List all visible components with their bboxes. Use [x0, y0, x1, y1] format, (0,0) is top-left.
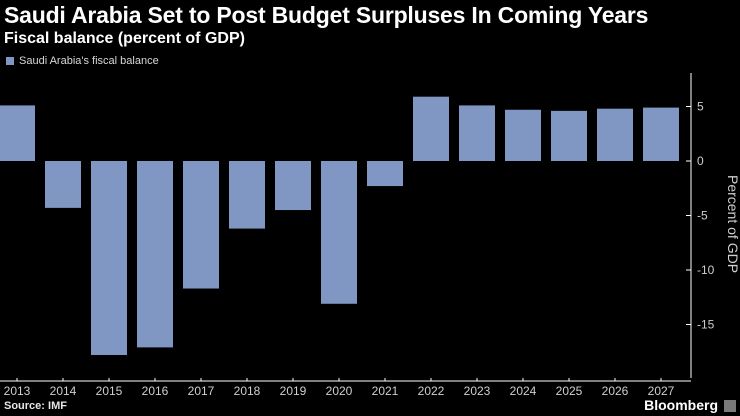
x-tick-label: 2024: [510, 384, 537, 398]
chart-subtitle: Fiscal balance (percent of GDP): [4, 30, 245, 47]
bar-2022: [413, 96, 449, 161]
y-tick-label: 0: [697, 154, 704, 168]
x-tick-label: 2018: [234, 384, 261, 398]
bar-2025: [551, 110, 587, 161]
x-tick-label: 2016: [142, 384, 169, 398]
bar-2015: [91, 161, 127, 356]
bar-2016: [137, 161, 173, 348]
y-tick-label: 5: [697, 100, 704, 114]
bar-2020: [321, 161, 357, 304]
bar-2019: [275, 161, 311, 211]
x-tick-label: 2014: [50, 384, 77, 398]
bar-2013: [0, 105, 35, 161]
bar-2023: [459, 105, 495, 161]
chart-title: Saudi Arabia Set to Post Budget Surpluse…: [4, 2, 649, 28]
x-tick-label: 2022: [418, 384, 445, 398]
x-tick-label: 2017: [188, 384, 215, 398]
bloomberg-logo: Bloomberg: [644, 397, 718, 413]
x-tick-label: 2013: [4, 384, 31, 398]
x-tick-label: 2026: [602, 384, 629, 398]
bar-2024: [505, 109, 541, 161]
x-tick-label: 2019: [280, 384, 307, 398]
bar-2021: [367, 161, 403, 187]
bar-2017: [183, 161, 219, 289]
legend: Saudi Arabia's fiscal balance: [6, 55, 159, 67]
x-tick-label: 2023: [464, 384, 491, 398]
x-tick-label: 2021: [372, 384, 399, 398]
x-tick-label: 2015: [96, 384, 123, 398]
x-tick-label: 2027: [648, 384, 675, 398]
bloomberg-mark-icon: [724, 400, 736, 412]
x-tick-label: 2020: [326, 384, 353, 398]
y-tick-label: -10: [697, 263, 715, 277]
x-tick-label: 2025: [556, 384, 583, 398]
y-tick-label: -15: [697, 318, 715, 332]
legend-label: Saudi Arabia's fiscal balance: [19, 55, 159, 67]
legend-swatch: [6, 57, 14, 65]
source-note: Source: IMF: [4, 400, 67, 412]
y-tick-label: -5: [697, 209, 708, 223]
bar-2014: [45, 161, 81, 208]
bar-2026: [597, 108, 633, 161]
y-axis-title: Percent of GDP: [725, 175, 740, 273]
bar-2027: [643, 107, 679, 161]
bar-2018: [229, 161, 265, 229]
